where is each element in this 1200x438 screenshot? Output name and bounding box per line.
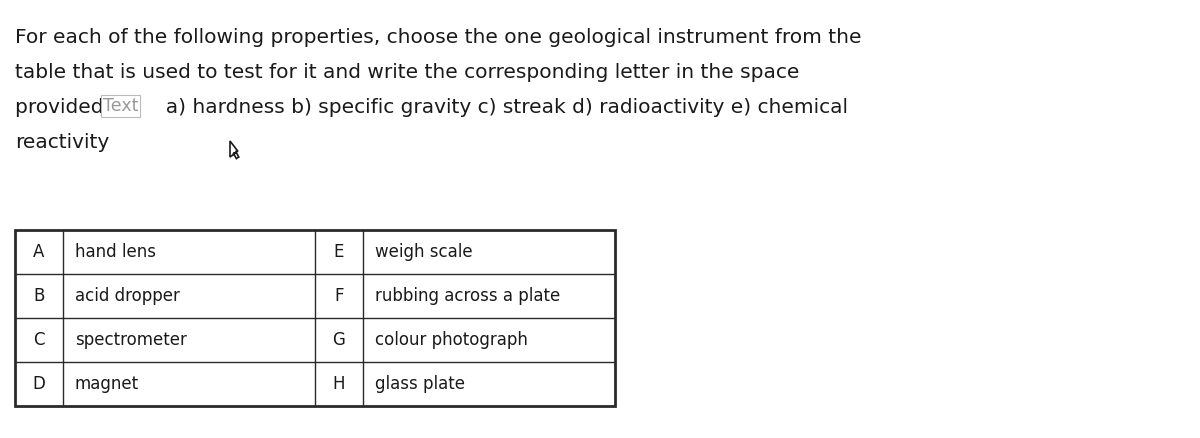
Text: magnet: magnet [74,375,139,393]
Text: reactivity: reactivity [14,133,109,152]
Text: G: G [332,331,346,349]
Text: provided.: provided. [14,98,124,117]
Polygon shape [230,141,239,159]
Text: weigh scale: weigh scale [374,243,473,261]
Text: B: B [34,287,44,305]
Text: table that is used to test for it and write the corresponding letter in the spac: table that is used to test for it and wr… [14,63,799,82]
Text: C: C [34,331,44,349]
Text: F: F [335,287,343,305]
Text: colour photograph: colour photograph [374,331,528,349]
Text: spectrometer: spectrometer [74,331,187,349]
Text: D: D [32,375,46,393]
Text: E: E [334,243,344,261]
Text: hand lens: hand lens [74,243,156,261]
Text: A: A [34,243,44,261]
Text: Text: Text [103,97,138,115]
Text: For each of the following properties, choose the one geological instrument from : For each of the following properties, ch… [14,28,862,47]
Text: H: H [332,375,346,393]
Text: rubbing across a plate: rubbing across a plate [374,287,560,305]
Text: a) hardness b) specific gravity c) streak d) radioactivity e) chemical: a) hardness b) specific gravity c) strea… [154,98,848,117]
Bar [14,230,616,406]
Text: glass plate: glass plate [374,375,466,393]
Text: acid dropper: acid dropper [74,287,180,305]
